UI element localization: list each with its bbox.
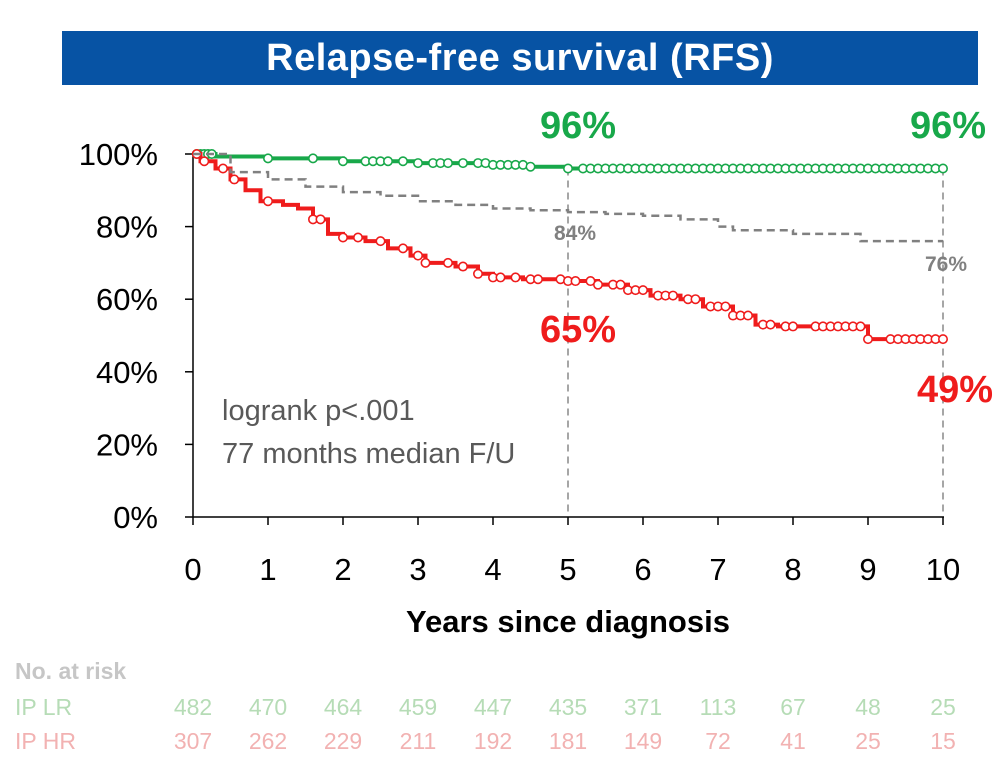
value-label: 76% xyxy=(925,253,967,276)
risk-cell: 181 xyxy=(548,728,588,754)
risk-cell: 41 xyxy=(780,728,806,754)
y-tick-label: 80% xyxy=(96,210,158,245)
censor-mark xyxy=(765,319,776,330)
censor-mark xyxy=(412,250,423,261)
censor-mark xyxy=(532,274,543,285)
censor-mark xyxy=(199,156,210,167)
censor-mark xyxy=(690,294,701,305)
chart-title: Relapse-free survival (RFS) xyxy=(266,36,774,79)
risk-cell: 464 xyxy=(323,694,363,720)
value-label: 65% xyxy=(540,309,616,351)
censor-mark xyxy=(397,243,408,254)
risk-cell: 113 xyxy=(699,694,737,720)
risk-cell: 482 xyxy=(173,694,213,720)
censor-mark xyxy=(667,290,678,301)
censor-mark xyxy=(337,232,348,243)
y-tick-label: 60% xyxy=(96,282,158,317)
censor-mark xyxy=(382,156,393,167)
censor-mark xyxy=(637,285,648,296)
censor-mark xyxy=(307,153,318,164)
x-tick-label: 10 xyxy=(926,552,960,587)
x-tick-label: 0 xyxy=(184,552,201,587)
risk-cell: 262 xyxy=(248,728,288,754)
x-axis-title: Years since diagnosis xyxy=(406,604,730,639)
risk-cell: 470 xyxy=(248,694,288,720)
risk-cell: 25 xyxy=(930,694,956,720)
survival-chart: 0% 20% 40% 60% 80% 100% 0 1 2 3 4 5 6 7 8 9 10 Years sinc… xyxy=(79,105,993,639)
censor-mark xyxy=(442,257,453,268)
risk-cell: 307 xyxy=(173,728,213,754)
censor-mark xyxy=(570,276,581,287)
x-tick-label: 2 xyxy=(334,552,351,587)
risk-row-label: IP LR xyxy=(15,694,73,720)
risk-cell: 211 xyxy=(399,728,437,754)
risk-cell: 435 xyxy=(548,694,588,720)
censor-mark xyxy=(615,279,626,290)
censor-mark xyxy=(397,156,408,167)
x-tick-label: 1 xyxy=(259,552,276,587)
risk-cell: 371 xyxy=(623,694,663,720)
censor-mark xyxy=(937,163,948,174)
series-line xyxy=(193,152,943,243)
risk-cell: 149 xyxy=(623,728,663,754)
value-label: 96% xyxy=(910,105,986,147)
risk-cell: 229 xyxy=(323,728,363,754)
x-tick-label: 4 xyxy=(484,552,501,587)
censor-mark xyxy=(337,156,348,167)
censor-mark xyxy=(937,334,948,345)
censor-mark xyxy=(855,321,866,332)
censor-mark xyxy=(262,153,273,164)
censor-mark xyxy=(720,301,731,312)
x-tick-label: 5 xyxy=(559,552,576,587)
x-tick-label: 9 xyxy=(859,552,876,587)
y-tick-label: 20% xyxy=(96,427,158,462)
censor-mark xyxy=(525,161,536,172)
annotation-text: 77 months median F/U xyxy=(222,438,515,470)
censor-mark xyxy=(787,321,798,332)
y-tick-label: 40% xyxy=(96,355,158,390)
risk-cell: 25 xyxy=(855,728,881,754)
censor-mark xyxy=(420,257,431,268)
censor-mark xyxy=(375,236,386,247)
risk-cell: 72 xyxy=(705,728,731,754)
value-label: 49% xyxy=(917,369,993,411)
risk-cell: 67 xyxy=(780,694,806,720)
risk-cell: 192 xyxy=(473,728,513,754)
censor-mark xyxy=(442,158,453,169)
censor-mark xyxy=(457,261,468,272)
y-tick-label: 100% xyxy=(79,137,158,172)
annotation-text: logrank p<.001 xyxy=(222,395,415,427)
censor-mark xyxy=(472,268,483,279)
risk-cell: 48 xyxy=(855,694,881,720)
x-tick-label: 3 xyxy=(409,552,426,587)
censor-mark xyxy=(562,163,573,174)
censor-mark xyxy=(262,196,273,207)
risk-table-header: No. at risk xyxy=(15,658,127,684)
risk-cell: 15 xyxy=(930,728,956,754)
censor-mark xyxy=(412,158,423,169)
y-tick-label: 0% xyxy=(113,500,158,535)
risk-cell: 459 xyxy=(398,694,438,720)
censor-mark xyxy=(315,214,326,225)
censor-mark xyxy=(352,232,363,243)
censor-mark xyxy=(510,272,521,283)
x-tick-label: 7 xyxy=(709,552,726,587)
censor-mark xyxy=(495,272,506,283)
censor-mark xyxy=(592,279,603,290)
value-label: 84% xyxy=(554,222,596,245)
censor-mark xyxy=(862,334,873,345)
censor-mark xyxy=(218,163,229,174)
value-label: 96% xyxy=(540,105,616,147)
censor-mark xyxy=(457,158,468,169)
censor-mark xyxy=(229,174,240,185)
risk-row-label: IP HR xyxy=(15,728,76,754)
risk-cell: 447 xyxy=(473,694,513,720)
chart-title-bar: Relapse-free survival (RFS) xyxy=(62,31,978,85)
x-tick-label: 6 xyxy=(634,552,651,587)
censor-mark xyxy=(742,310,753,321)
x-tick-label: 8 xyxy=(784,552,801,587)
